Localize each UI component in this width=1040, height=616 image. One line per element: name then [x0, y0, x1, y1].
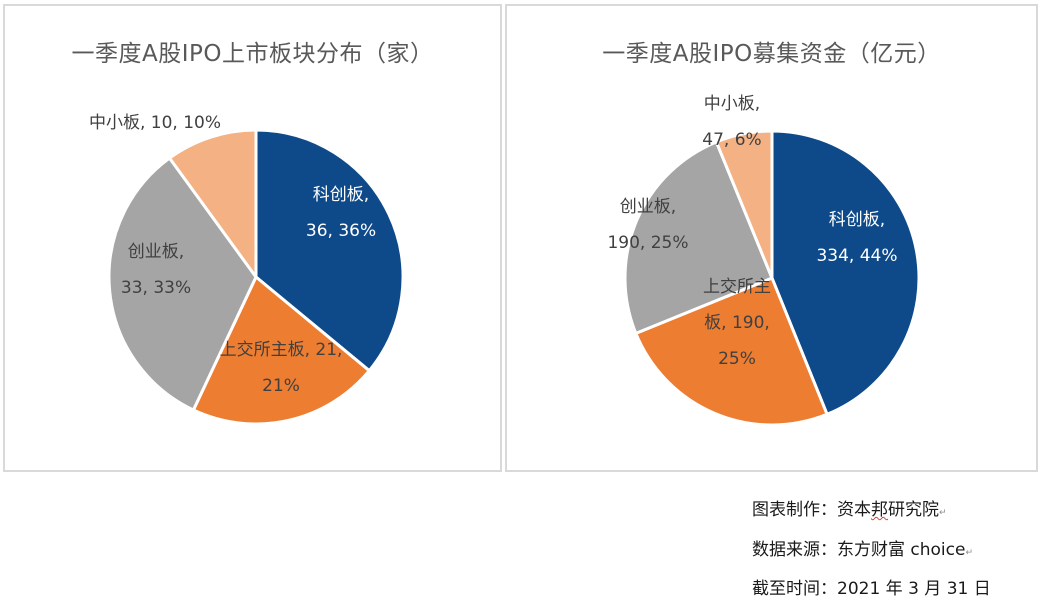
- return-mark-icon: ↵: [965, 548, 974, 558]
- pie-slice-star-market: [770, 129, 921, 416]
- return-mark-icon: ↵: [939, 508, 947, 518]
- data-label-chinext: 创业板, 190, 25%: [607, 197, 688, 253]
- pie-chart-ipo-funds: 科创板, 334, 44% 上交所主板, 190, 25% 创业板, 190, 25%中小…: [607, 94, 921, 427]
- data-label-star-market: 科创板, 334, 44%: [816, 210, 897, 266]
- pie-slice-star-market: [254, 128, 405, 373]
- pie-slice-sme-board: [714, 129, 774, 280]
- footer-source: 数据来源：东方财富 choice↵: [752, 540, 974, 560]
- data-label-chinext: 创业板, 33, 33%: [121, 242, 191, 298]
- data-label-sse-main-board: 上交所主板, 190, 25%: [703, 277, 771, 369]
- footer-cutoff: 截至时间：2021 年 3 月 31 日: [752, 579, 991, 599]
- data-label-sme-board: 中小板, 10, 10%: [89, 113, 221, 133]
- chart-panel-ipo-count: 一季度A股IPO上市板块分布（家） 科创板, 36, 36% 上交所主板, 21, 2…: [3, 4, 502, 472]
- chart-panel-ipo-funds: 一季度A股IPO募集资金（亿元） 科创板, 334, 44% 上交所主板, 190,…: [505, 4, 1038, 472]
- pie-slice-chinext: [107, 156, 258, 412]
- chart-title: 一季度A股IPO上市板块分布（家）: [71, 41, 434, 67]
- footer-maker: 图表制作：资本邦研究院↵: [752, 500, 947, 520]
- data-label-star-market: 科创板, 36, 36%: [306, 185, 376, 241]
- data-label-sme-board: 中小板, 47, 6%: [702, 94, 761, 150]
- pie-slice-sme-board: [168, 128, 258, 279]
- pie-slice-sse-main-board: [191, 275, 371, 426]
- chart-title: 一季度A股IPO募集资金（亿元）: [602, 41, 941, 67]
- pie-chart-ipo-count: 科创板, 36, 36% 上交所主板, 21, 21% 创业板, 33, 33% 中小板, …: [89, 113, 405, 426]
- data-label-sse-main-board: 上交所主板, 21, 21%: [220, 340, 343, 396]
